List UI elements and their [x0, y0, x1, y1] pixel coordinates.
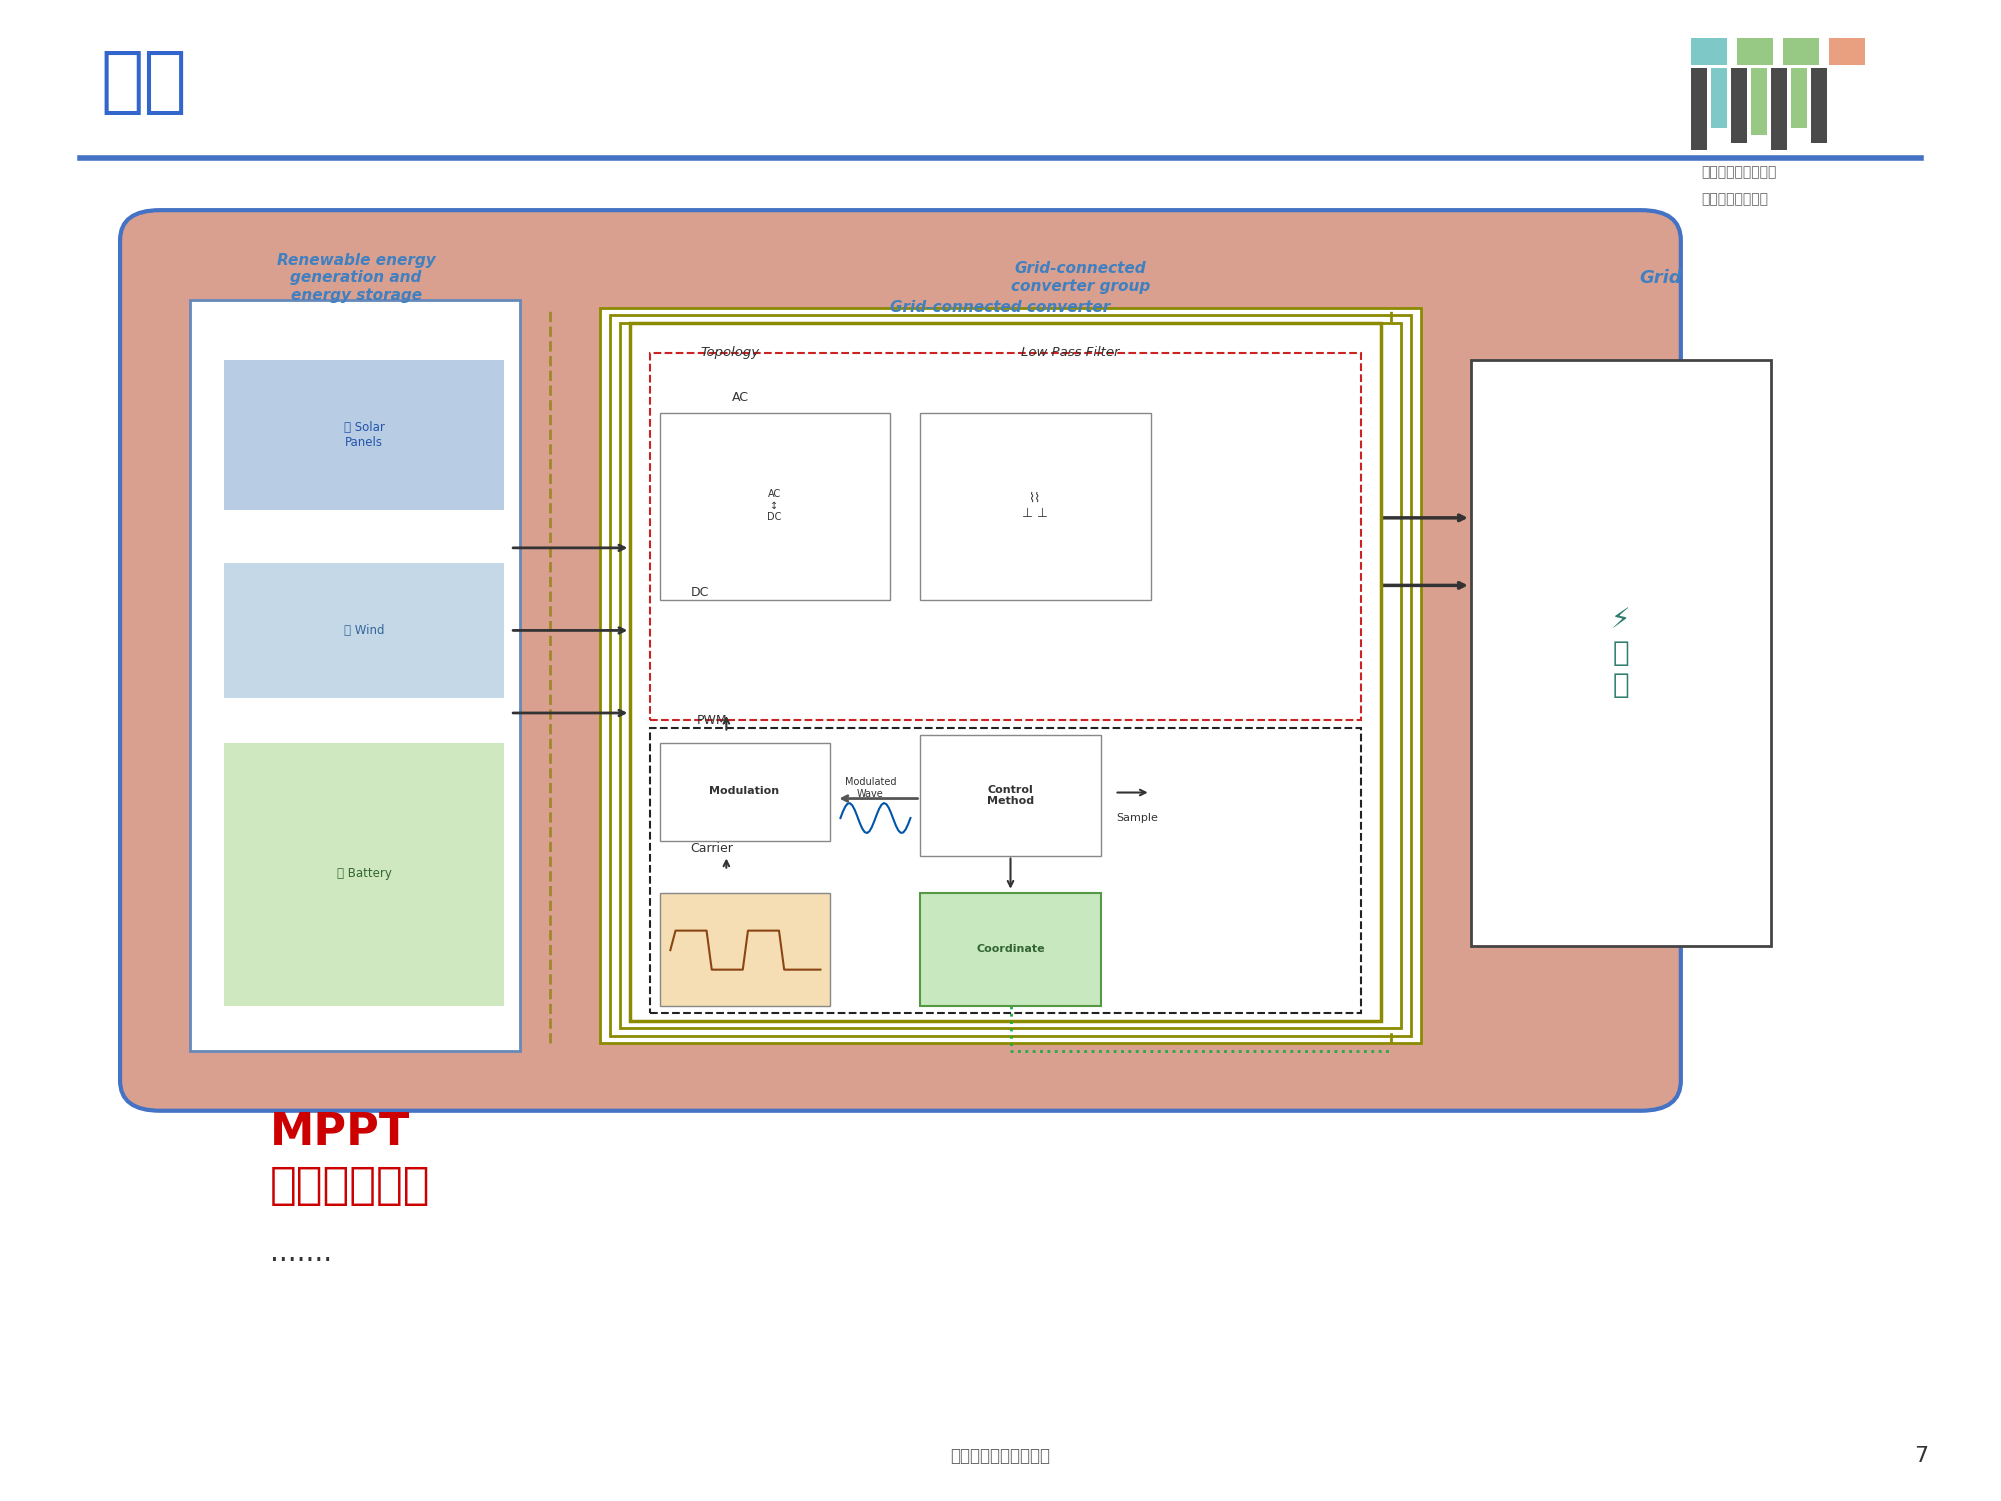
- Bar: [1691, 68, 1707, 150]
- Text: AC: AC: [732, 392, 748, 404]
- Text: .......: .......: [270, 1240, 332, 1267]
- Text: Coordinate: Coordinate: [976, 944, 1045, 953]
- Text: DC: DC: [690, 587, 708, 599]
- Bar: [1711, 68, 1727, 128]
- FancyBboxPatch shape: [224, 743, 504, 1006]
- FancyBboxPatch shape: [1829, 38, 1865, 65]
- Bar: [1791, 68, 1807, 128]
- FancyBboxPatch shape: [920, 893, 1101, 1006]
- FancyBboxPatch shape: [610, 315, 1411, 1036]
- Bar: [1811, 68, 1827, 143]
- Text: Topology: Topology: [700, 347, 760, 359]
- Text: Grid-connected converter: Grid-connected converter: [890, 300, 1111, 315]
- FancyBboxPatch shape: [120, 210, 1681, 1111]
- Text: 背景: 背景: [100, 48, 186, 117]
- Text: AC
↕
DC: AC ↕ DC: [766, 489, 782, 522]
- Text: 💨 Wind: 💨 Wind: [344, 624, 384, 636]
- Text: MPPT
电池能量管理: MPPT 电池能量管理: [270, 1111, 430, 1207]
- FancyBboxPatch shape: [1691, 38, 1727, 65]
- Bar: [1751, 68, 1767, 135]
- Text: 🔋 Battery: 🔋 Battery: [336, 868, 392, 880]
- Text: Control
Method: Control Method: [986, 785, 1035, 806]
- Text: Carrier: Carrier: [690, 842, 732, 854]
- Text: Low Pass Filter: Low Pass Filter: [1021, 347, 1121, 359]
- FancyBboxPatch shape: [224, 360, 504, 510]
- Text: Grid: Grid: [1639, 269, 1683, 287]
- FancyBboxPatch shape: [660, 893, 830, 1006]
- Text: Sample: Sample: [1117, 814, 1159, 823]
- FancyBboxPatch shape: [660, 413, 890, 600]
- FancyBboxPatch shape: [1471, 360, 1771, 946]
- FancyBboxPatch shape: [600, 308, 1421, 1043]
- Text: Modulated
Wave: Modulated Wave: [844, 778, 896, 799]
- Text: Renewable energy
generation and
energy storage: Renewable energy generation and energy s…: [276, 252, 436, 303]
- FancyBboxPatch shape: [920, 413, 1151, 600]
- FancyBboxPatch shape: [190, 300, 520, 1051]
- Text: 🌞 Solar
Panels: 🌞 Solar Panels: [344, 422, 384, 449]
- Bar: [1771, 68, 1787, 150]
- Text: 山东大学可再生能源: 山东大学可再生能源: [1701, 165, 1777, 179]
- FancyBboxPatch shape: [920, 735, 1101, 856]
- Text: Grid-connected
converter group: Grid-connected converter group: [1011, 261, 1151, 294]
- FancyBboxPatch shape: [1783, 38, 1819, 65]
- Text: PWM: PWM: [696, 714, 726, 726]
- Text: 7: 7: [1913, 1445, 1929, 1466]
- FancyBboxPatch shape: [630, 323, 1381, 1021]
- Text: ⌇⌇
⊥ ⊥: ⌇⌇ ⊥ ⊥: [1023, 492, 1047, 519]
- FancyBboxPatch shape: [620, 323, 1401, 1028]
- Text: Modulation: Modulation: [708, 787, 780, 796]
- Text: ⚡
🗼
🗼: ⚡ 🗼 🗼: [1611, 606, 1631, 699]
- Text: 与智能电网研究所: 与智能电网研究所: [1701, 192, 1767, 206]
- FancyBboxPatch shape: [1737, 38, 1773, 65]
- Bar: [1731, 68, 1747, 143]
- FancyBboxPatch shape: [224, 563, 504, 698]
- FancyBboxPatch shape: [660, 743, 830, 841]
- Text: 《电工技术学报》发布: 《电工技术学报》发布: [950, 1447, 1051, 1465]
